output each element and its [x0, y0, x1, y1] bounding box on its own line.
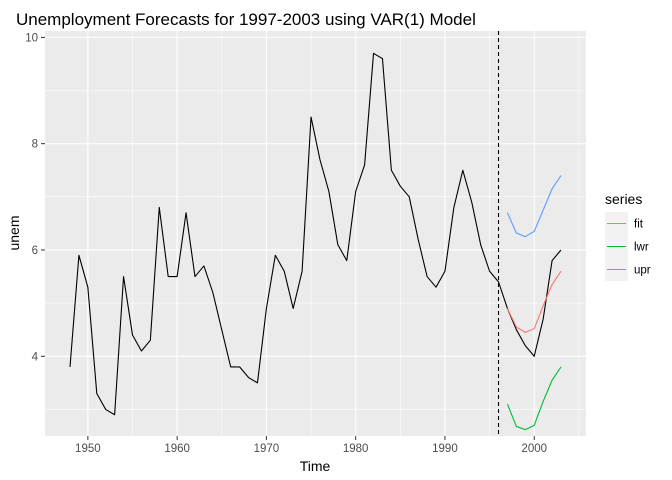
chart-title: Unemployment Forecasts for 1997-2003 usi…: [16, 10, 476, 29]
x-axis: 1950 1960 1970 1980 1990 2000: [75, 436, 547, 455]
y-tick-label: 4: [32, 351, 39, 363]
x-tick-label: 2000: [521, 443, 547, 455]
y-tick-label: 8: [32, 139, 38, 151]
x-axis-title: Time: [300, 458, 331, 474]
x-tick-label: 1990: [432, 443, 458, 455]
legend-title: series: [605, 191, 642, 207]
legend-label-fit: fit: [634, 219, 644, 231]
y-axis: 4 6 8 10: [25, 32, 45, 363]
legend: series fit lwr upr: [605, 191, 651, 281]
series-line-lwr: [506, 366, 562, 431]
major-grid: [45, 31, 586, 436]
y-tick-label: 10: [25, 32, 38, 44]
legend-label-upr: upr: [634, 265, 651, 277]
y-tick-label: 6: [32, 245, 38, 257]
x-tick-label: 1960: [164, 443, 190, 455]
series-layer: [69, 31, 562, 436]
x-tick-label: 1950: [75, 443, 101, 455]
x-tick-label: 1970: [254, 443, 280, 455]
series-line-actual: [69, 52, 562, 416]
series-line-upr: [506, 175, 562, 238]
legend-label-lwr: lwr: [634, 242, 649, 254]
minor-grid: [45, 31, 586, 436]
plot-panel: [45, 31, 586, 436]
series-line-fit: [506, 270, 562, 333]
y-axis-title: unem: [6, 215, 22, 250]
x-tick-label: 1980: [343, 443, 369, 455]
